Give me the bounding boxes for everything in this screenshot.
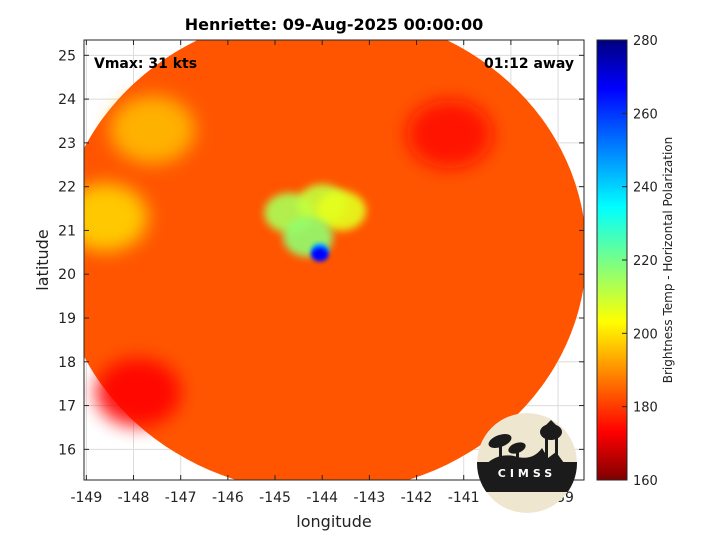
x-axis-label: longitude xyxy=(296,512,371,531)
colorbar-label: Brightness Temp - Horizontal Polarizatio… xyxy=(661,137,675,384)
y-tick-label: 17 xyxy=(58,399,76,415)
x-tick-label: -143 xyxy=(353,490,385,506)
y-tick-label: 25 xyxy=(58,48,76,64)
vmax-annotation: Vmax: 31 kts xyxy=(94,56,197,72)
x-tick-label: -141 xyxy=(448,490,480,506)
plot-frame xyxy=(83,39,585,481)
colorbar-tick-label: 260 xyxy=(633,107,658,122)
cimss-logo: CIMSS xyxy=(477,413,577,513)
y-tick-label: 18 xyxy=(58,355,76,371)
field-feature-8 xyxy=(95,358,181,427)
chart-title: Henriette: 09-Aug-2025 00:00:00 xyxy=(185,15,483,34)
y-tick-label: 22 xyxy=(58,180,76,196)
x-tick-label: -149 xyxy=(70,490,102,506)
colorbar-tick-label: 220 xyxy=(633,254,658,269)
x-tick-label: -145 xyxy=(259,490,291,506)
colorbar-tick-label: 240 xyxy=(633,181,658,196)
x-tick-label: -142 xyxy=(401,490,433,506)
logo-text: CIMSS xyxy=(498,467,556,480)
colorbar-tick-label: 160 xyxy=(633,474,658,489)
y-tick-label: 23 xyxy=(58,136,76,152)
y-tick-label: 16 xyxy=(58,442,76,458)
field-feature-6 xyxy=(84,183,148,252)
field-feature-5 xyxy=(311,247,329,262)
x-tick-label: -144 xyxy=(306,490,338,506)
colorbar-tick-label: 180 xyxy=(633,401,658,416)
y-axis-ticks: 16 17 18 19 20 21 22 23 24 25 xyxy=(58,48,584,458)
field-feature-9 xyxy=(407,100,493,169)
time-away-annotation: 01:12 away xyxy=(484,56,574,72)
brightness-temp-field xyxy=(84,40,584,480)
logo-silhouette xyxy=(477,420,577,492)
y-axis-label: latitude xyxy=(33,229,52,290)
field-feature-7 xyxy=(109,95,195,164)
y-tick-label: 19 xyxy=(58,311,76,327)
field-feature-2 xyxy=(316,190,367,231)
colorbar-tick-label: 200 xyxy=(633,327,658,342)
x-tick-label: -146 xyxy=(212,490,244,506)
y-tick-label: 21 xyxy=(58,223,76,239)
x-tick-label: -147 xyxy=(165,490,197,506)
colorbar-tick-label: 280 xyxy=(633,34,658,49)
y-tick-label: 20 xyxy=(58,267,76,283)
colorbar-ticks: 160 180 200 220 240 260 280 xyxy=(622,34,658,489)
y-tick-label: 24 xyxy=(58,92,76,108)
x-tick-label: -148 xyxy=(118,490,150,506)
